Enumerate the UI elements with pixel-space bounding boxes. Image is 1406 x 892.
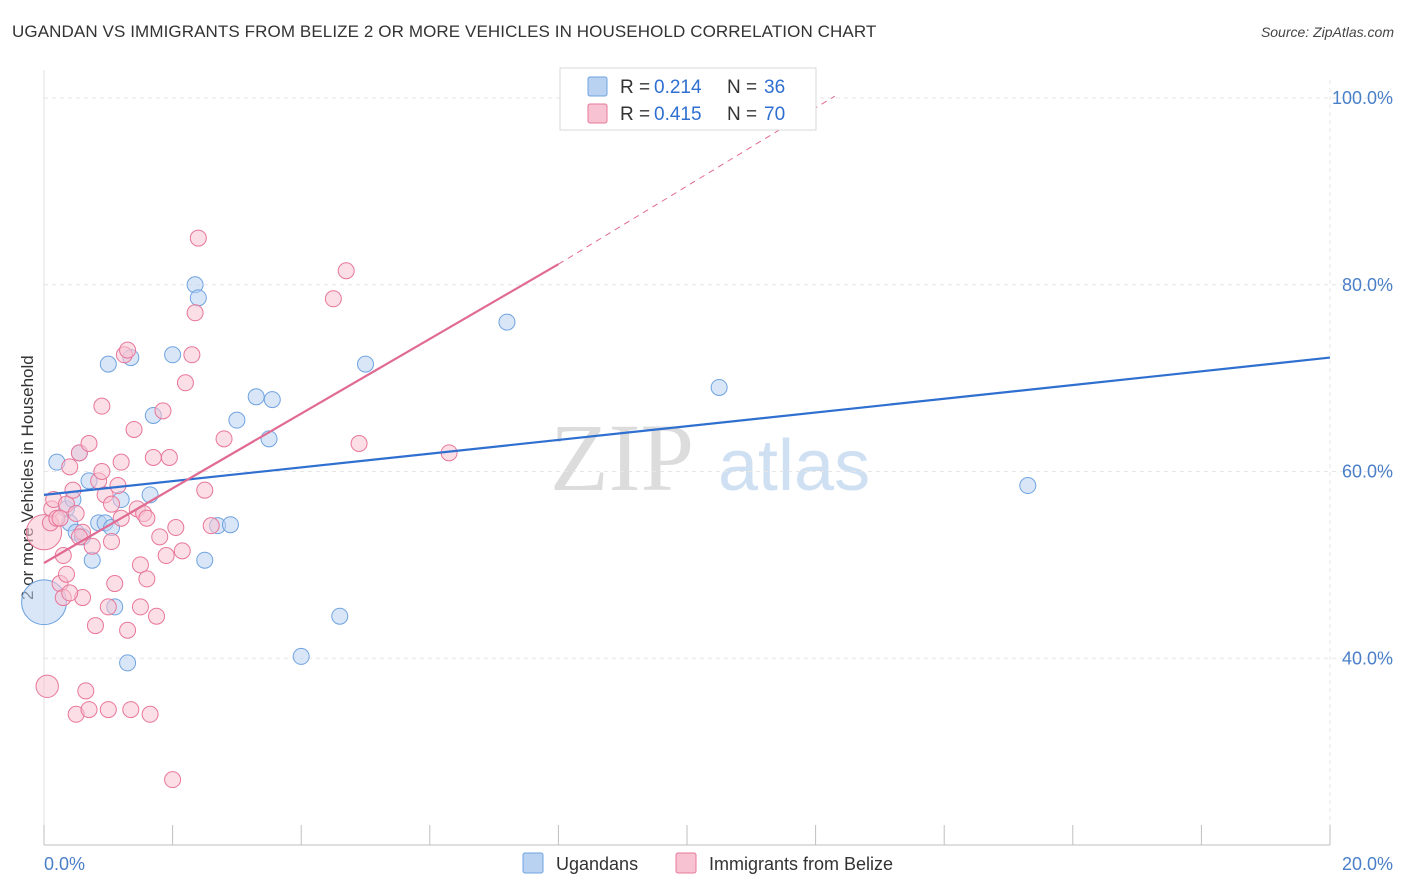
point-belize: [151, 528, 169, 546]
point-belize: [337, 262, 355, 280]
point-ugandans: [99, 355, 117, 373]
trend-line-ugandans: [43, 356, 1331, 496]
point-ugandans: [221, 516, 239, 534]
point-belize: [148, 607, 166, 625]
point-belize: [164, 771, 182, 789]
point-belize: [93, 397, 111, 415]
y-tick-label: 60.0%: [1342, 462, 1393, 482]
legend-r-label-ugandans: R =: [620, 77, 650, 98]
point-belize: [131, 556, 149, 574]
point-ugandans: [119, 654, 137, 672]
point-belize: [196, 481, 214, 499]
y-axis-label: 2 or more Vehicles in Household: [18, 355, 37, 600]
point-belize: [99, 701, 117, 719]
point-belize: [324, 290, 342, 308]
point-belize: [67, 505, 85, 523]
point-ugandans: [1019, 477, 1037, 495]
watermark: ZIP atlas: [550, 404, 870, 511]
point-belize: [125, 420, 143, 438]
point-ugandans: [498, 313, 516, 331]
legend-swatch-belize: [587, 103, 608, 124]
y-tick-label: 80.0%: [1342, 275, 1393, 295]
source-credit: Source: ZipAtlas.com: [1260, 24, 1394, 40]
point-belize: [160, 449, 178, 466]
legend-r-label-belize: R =: [620, 104, 650, 125]
point-belize: [61, 584, 79, 602]
stats-legend: R = 0.214 N = 36 R = 0.415 N = 70: [559, 67, 817, 131]
point-belize: [202, 517, 220, 535]
point-belize: [154, 402, 172, 420]
legend-swatch-ugandans: [587, 76, 608, 97]
legend-n-value-belize: 70: [764, 104, 785, 125]
point-belize: [173, 542, 191, 560]
bottom-legend-swatch-belize: [675, 852, 697, 874]
point-belize: [189, 229, 207, 247]
legend-r-value-ugandans: 0.214: [654, 77, 702, 98]
point-ugandans: [331, 607, 349, 625]
point-belize: [93, 463, 111, 481]
axes: [43, 70, 1331, 846]
x-tick-label: 0.0%: [44, 854, 85, 874]
point-belize: [103, 495, 121, 513]
legend-n-value-ugandans: 36: [764, 77, 785, 98]
point-ugandans: [189, 289, 207, 307]
point-ugandans: [228, 411, 246, 429]
point-belize: [183, 346, 201, 364]
point-belize: [167, 519, 185, 537]
point-belize: [138, 570, 156, 588]
point-belize: [61, 458, 79, 476]
chart-title: UGANDAN VS IMMIGRANTS FROM BELIZE 2 OR M…: [12, 22, 877, 41]
x-tick-label: 20.0%: [1342, 854, 1393, 874]
y-tick-labels: 100.0% 80.0% 60.0% 40.0%: [1332, 88, 1393, 668]
watermark-atlas: atlas: [718, 426, 870, 506]
bottom-legend-swatch-ugandans: [522, 852, 544, 874]
point-belize: [80, 434, 98, 452]
point-ugandans: [710, 378, 728, 396]
legend-r-value-belize: 0.415: [654, 104, 702, 125]
point-belize: [138, 509, 156, 527]
watermark-zip: ZIP: [550, 404, 694, 511]
series-legend: Ugandans Immigrants from Belize: [522, 852, 893, 874]
y-tick-label: 100.0%: [1332, 88, 1393, 108]
point-belize: [186, 304, 204, 322]
trend-line-belize: [43, 263, 559, 564]
point-belize: [77, 682, 95, 700]
point-belize: [215, 430, 233, 448]
bottom-legend-label-ugandans: Ugandans: [556, 854, 638, 874]
bottom-legend-label-belize: Immigrants from Belize: [709, 854, 893, 874]
point-belize: [119, 341, 137, 359]
point-ugandans: [196, 551, 214, 569]
point-belize: [58, 565, 76, 583]
point-belize: [350, 434, 368, 452]
point-belize: [144, 449, 162, 466]
point-ugandans: [164, 346, 182, 364]
point-belize: [51, 509, 69, 527]
x-tick-labels: 0.0% 20.0%: [44, 854, 1393, 874]
point-belize: [112, 453, 130, 471]
point-belize: [176, 374, 194, 392]
point-belize: [131, 598, 149, 616]
point-belize: [80, 701, 98, 719]
point-belize: [99, 598, 117, 616]
legend-n-label-ugandans: N =: [727, 77, 757, 98]
point-belize: [122, 701, 140, 719]
point-belize: [106, 575, 124, 593]
y-tick-label: 40.0%: [1342, 648, 1393, 668]
point-ugandans: [247, 388, 265, 406]
point-ugandans: [357, 355, 374, 373]
point-ugandans: [263, 391, 281, 409]
gridlines: [44, 97, 1392, 659]
point-belize: [86, 617, 104, 635]
point-belize: [141, 705, 159, 723]
point-belize: [35, 674, 59, 698]
point-belize: [157, 547, 175, 565]
point-belize: [103, 533, 121, 551]
point-ugandans: [292, 647, 310, 665]
point-belize: [83, 537, 101, 555]
point-belize: [119, 621, 137, 639]
data-points: [21, 229, 1037, 789]
legend-n-label-belize: N =: [727, 104, 757, 125]
